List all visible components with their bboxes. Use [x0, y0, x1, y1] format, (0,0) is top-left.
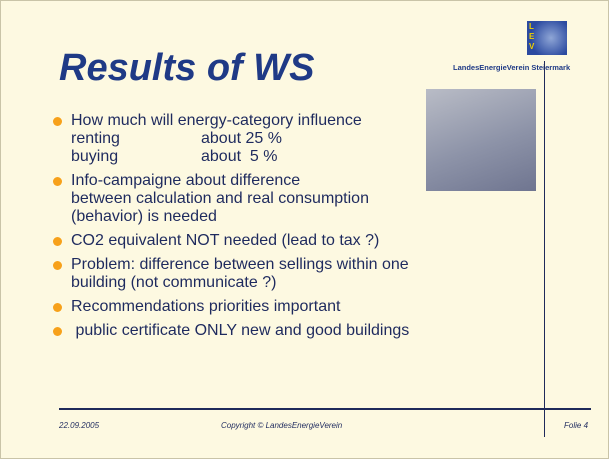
- logo-letter: L: [529, 22, 534, 31]
- row-value: about 5 %: [201, 148, 278, 165]
- bullet-text: How much will energy-category influence: [71, 112, 362, 129]
- bullet-text: (behavior) is needed: [71, 208, 217, 225]
- bullet-text: Problem: difference between sellings wit…: [71, 256, 409, 273]
- slide-title: Results of WS: [59, 47, 315, 89]
- bullet: [53, 117, 62, 126]
- bullet-text: building (not communicate ?): [71, 274, 277, 291]
- bullet: [53, 261, 62, 270]
- row-label: buying: [71, 148, 119, 165]
- footer-copyright: Copyright © LandesEnergieVerein: [221, 421, 343, 430]
- divider: [544, 61, 545, 437]
- bullet: [53, 303, 62, 312]
- footer-page: Folie 4: [564, 421, 589, 430]
- logo-letter: E: [529, 32, 535, 41]
- bullet-text: Info-campaigne about difference: [71, 172, 301, 189]
- photo: [426, 89, 536, 191]
- bullet: [53, 177, 62, 186]
- logo: L E V: [527, 21, 567, 55]
- bullet-text: CO2 equivalent NOT needed (lead to tax ?…: [71, 232, 380, 249]
- row-label: renting: [71, 130, 120, 147]
- bullet-text: Recommendations priorities important: [71, 298, 341, 315]
- footer-date: 22.09.2005: [59, 421, 100, 430]
- bullet: [53, 327, 62, 336]
- bullet-text: between calculation and real consumption: [71, 190, 369, 207]
- bullet: [53, 237, 62, 246]
- logo-letter: V: [529, 42, 535, 51]
- logo-caption: LandesEnergieVerein Steiermark: [453, 63, 571, 72]
- bullet-text: public certificate ONLY new and good bui…: [71, 322, 410, 339]
- divider: [59, 408, 591, 410]
- row-value: about 25 %: [201, 130, 282, 147]
